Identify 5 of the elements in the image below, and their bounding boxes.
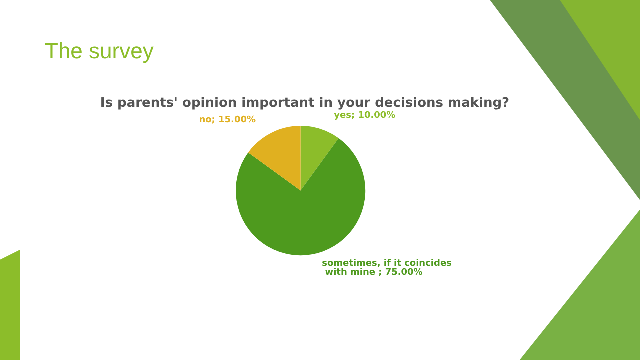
slice-label: sometimes, if it coincides with mine ; 75.00% [322,259,452,278]
slice-label: no; 15.00% [199,116,256,126]
slice-label: yes; 10.00% [334,110,396,121]
chart-subtitle: Is parents' opinion important in your decisions making? [100,96,510,111]
chart-title: The survey [45,38,154,64]
